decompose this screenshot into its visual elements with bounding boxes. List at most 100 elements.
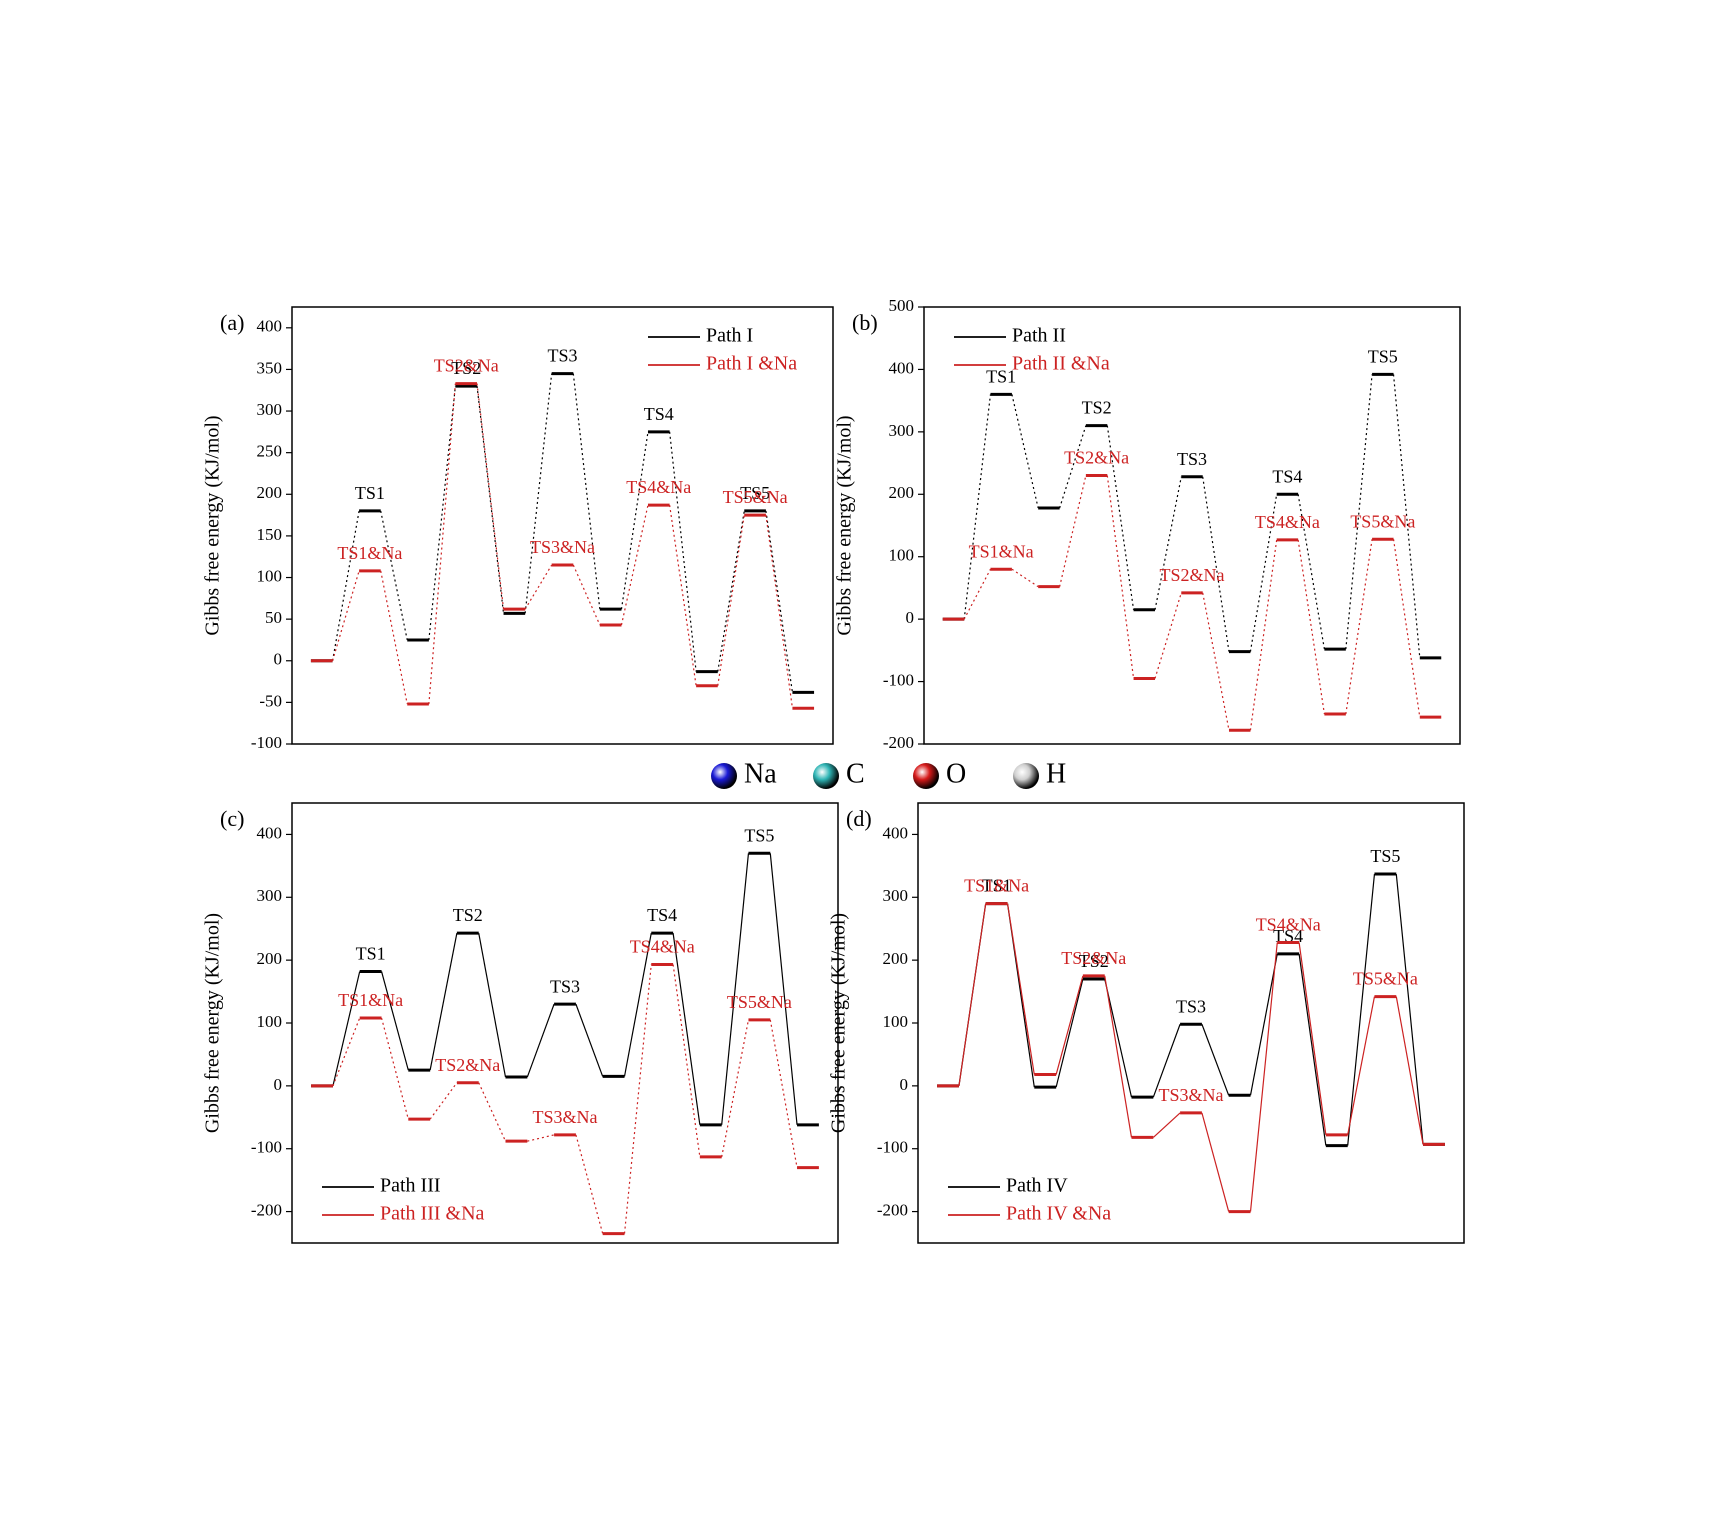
point-label: TS3&Na [533,1107,598,1127]
point-label: TS4&Na [626,477,691,497]
y-tick-label: 300 [257,400,283,419]
point-label: TS2 [1079,951,1109,971]
connector [331,570,360,661]
point-label: TS2&Na [1061,948,1126,968]
connector [380,971,409,1071]
connector [1055,978,1084,1088]
y-tick-label: 400 [889,358,915,377]
point-label: TS4&Na [1255,512,1320,532]
connector [1154,476,1182,610]
y-tick-label: 400 [883,823,909,842]
y-tick-label: 300 [889,421,915,440]
point-label: TS4 [644,404,674,424]
connector [572,373,601,610]
y-tick-label: -100 [877,1138,908,1157]
connector [380,570,408,705]
connector [1297,539,1325,715]
point-label: TS1&Na [964,876,1029,896]
connector [575,1134,604,1234]
connector [380,510,408,641]
y-tick-label: 500 [889,296,915,315]
y-tick-label: 100 [257,1012,283,1031]
point-label: TS3 [1177,449,1207,469]
y-tick-label: 0 [900,1075,909,1094]
connector [332,1017,361,1087]
y-tick-label: 400 [257,317,283,336]
legend-label: Path II [1012,325,1066,347]
connector [1201,1112,1230,1212]
point-label: TS4 [1272,466,1302,486]
y-tick-label: 300 [257,886,283,905]
plot-frame [291,802,839,1244]
connector [1006,903,1035,1075]
point-label: TS4&Na [1256,915,1321,935]
point-label: TS5&Na [1353,969,1418,989]
connector [575,1003,604,1077]
point-label: TS1 [986,367,1016,387]
point-label: TS2&Na [434,356,499,376]
connector [623,933,652,1077]
y-tick-label: -200 [877,1200,908,1219]
connector [1201,1024,1230,1096]
atom-label: Na [744,758,777,789]
connector [1106,475,1135,679]
point-label: TS3&Na [530,537,595,557]
y-tick-label: -100 [883,670,914,689]
point-label: TS5 [1370,846,1400,866]
connector [524,564,553,610]
connector [672,964,701,1157]
connector [765,510,794,693]
atom-label: O [946,758,966,789]
legend-label: Path IV [1006,1175,1068,1197]
point-label: TS5&Na [1350,511,1415,531]
point-label: TS1&Na [337,543,402,563]
y-tick-label: -200 [251,1200,282,1219]
y-tick-label: 250 [257,442,283,461]
connector [1392,539,1421,718]
point-label: TS4&Na [630,937,695,957]
point-label: TS1 [356,944,386,964]
connector [721,1019,750,1158]
connector [958,903,987,1086]
atom-label: C [846,758,865,789]
point-label: TS2&Na [435,1055,500,1075]
connector [1347,996,1376,1135]
point-label: TS5 [1368,347,1398,367]
y-tick-label: 300 [883,886,909,905]
point-label: TS1&Na [969,541,1034,561]
connector [717,515,745,686]
connector [963,394,992,620]
point-label: TS3&Na [1159,1085,1224,1105]
connector [476,386,505,614]
atom-swatch [813,763,839,789]
y-tick-label: 150 [257,525,283,544]
point-label: TS5&Na [727,992,792,1012]
panel-label: (a) [220,310,244,335]
connector [1298,953,1327,1146]
point-label: TS2 [451,358,481,378]
point-label: TS5 [740,483,770,503]
point-label: TS3 [1176,996,1206,1016]
connector [478,933,507,1078]
connector [1059,475,1087,587]
y-axis-title: Gibbs free energy (KJ/mol) [202,415,224,635]
y-axis-title: Gibbs free energy (KJ/mol) [828,913,850,1133]
y-tick-label: 200 [257,483,283,502]
atom-swatch [913,763,939,789]
legend-label: Path II &Na [1012,353,1110,375]
legend-label: Path I [706,325,753,347]
legend-label: Path III [380,1175,441,1197]
panel-label: (c) [220,806,244,831]
connector [1104,978,1133,1098]
point-label: TS2&Na [1160,565,1225,585]
connector [380,1017,409,1120]
panel-label: (d) [846,806,872,831]
point-label: TS4 [647,905,677,925]
connector [1152,1112,1181,1138]
atom-swatch [1013,763,1039,789]
y-tick-label: -200 [883,733,914,752]
plot-frame [923,306,1461,745]
point-label: TS5 [744,825,774,845]
y-tick-label: 50 [265,608,282,627]
